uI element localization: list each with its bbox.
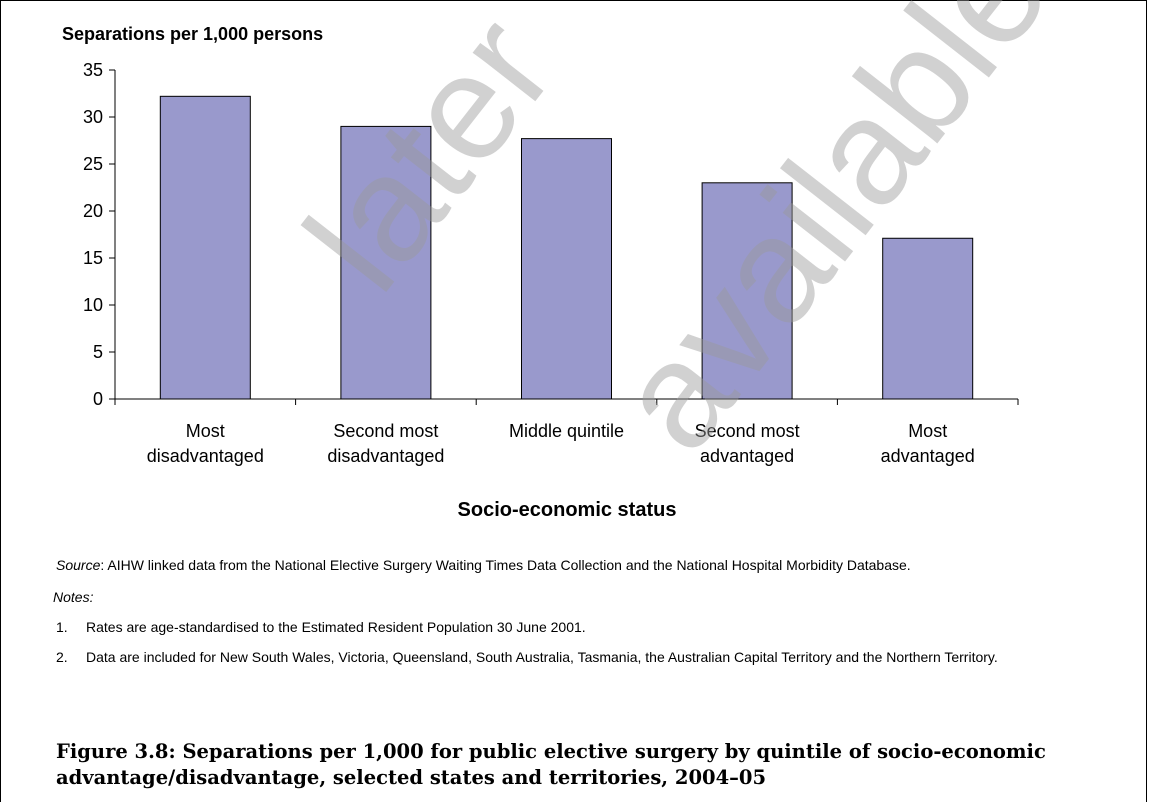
x-tick-label: Middle quintile <box>509 421 624 441</box>
notes-heading: Notes <box>53 589 90 605</box>
y-tick-label: 25 <box>83 154 103 174</box>
note-number: 1. <box>56 619 68 635</box>
notes-block: Source: AIHW linked data from the Nation… <box>53 556 1126 678</box>
note-number: 2. <box>56 649 68 665</box>
x-tick-label: Most advantaged <box>881 421 975 466</box>
bar <box>340 125 432 400</box>
x-tick-label: Second most disadvantaged <box>327 421 444 466</box>
source-text: : AIHW linked data from the National Ele… <box>100 557 911 573</box>
y-tick-label: 0 <box>93 389 103 409</box>
bar <box>521 138 612 400</box>
y-tick-label: 35 <box>83 60 103 80</box>
y-axis-label: Separations per 1,000 persons <box>62 24 323 44</box>
y-tick-label: 30 <box>83 107 103 127</box>
note-item: 1. Rates are age-standardised to the Est… <box>56 618 1126 636</box>
watermark-word-2: available <box>583 0 1080 480</box>
note-text: Rates are age-standardised to the Estima… <box>86 619 586 635</box>
y-tick-label: 20 <box>83 201 103 221</box>
y-tick-label: 15 <box>83 248 103 268</box>
y-tick-label: 10 <box>83 295 103 315</box>
note-item: 2. Data are included for New South Wales… <box>56 648 1126 666</box>
y-tick-label: 5 <box>93 342 103 362</box>
source-line: Source: AIHW linked data from the Nation… <box>56 556 1126 574</box>
bar <box>701 182 793 400</box>
bar <box>159 95 251 400</box>
bar-chart: Separations per 1,000 persons 0 5 10 15 20 25… <box>62 0 1080 521</box>
source-key: Source <box>56 557 101 573</box>
figure-caption: Figure 3.8: Separations per 1,000 for pu… <box>56 740 1046 789</box>
plot-area: 0 5 10 15 20 25 30 35 Most disadvantaged Second mo… <box>83 60 1019 466</box>
note-text: Data are included for New South Wales, V… <box>86 649 998 665</box>
x-tick-label: Second most advantaged <box>695 421 800 466</box>
x-tick-label: Most disadvantaged <box>147 421 264 466</box>
x-axis-label: Socio-economic status <box>458 499 677 521</box>
bar <box>882 237 974 400</box>
